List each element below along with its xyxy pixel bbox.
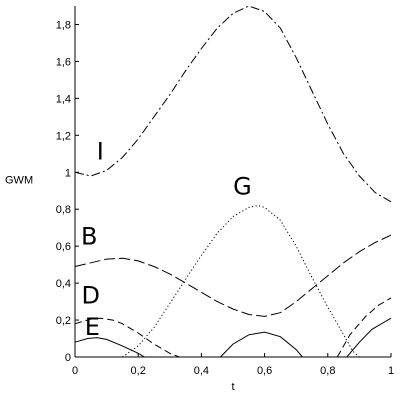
x-ticks: 0 0,2 0,4 0,6 0,8 1 (72, 353, 394, 377)
series-e-label: E (85, 313, 100, 341)
series-b-label: B (81, 222, 97, 250)
x-tick-label: 0,6 (257, 365, 272, 377)
x-tick-label: 0,2 (131, 365, 146, 377)
y-tick-label: 0,6 (56, 241, 71, 253)
series-line (220, 331, 303, 358)
y-tick-label: 1,4 (56, 93, 71, 105)
x-axis-title: t (231, 381, 234, 393)
y-axis-title: GWM (5, 174, 33, 186)
series-b-line (74, 234, 392, 317)
x-tick-label: 0,4 (194, 365, 209, 377)
series-g-line (122, 204, 360, 358)
series-d-line (74, 317, 180, 358)
curves-layer (74, 5, 392, 358)
curve-labels: I G B DE (81, 137, 252, 341)
y-tick-label: 0,4 (56, 278, 71, 290)
series-g-label: G (233, 172, 252, 200)
y-tick-label: 1 (65, 167, 71, 179)
y-tick-label: 0,8 (56, 204, 71, 216)
y-tick-label: 1,6 (56, 56, 71, 68)
y-tick-label: 0,2 (56, 315, 71, 327)
y-tick-label: 1,8 (56, 19, 71, 31)
y-tick-label: 1,2 (56, 130, 71, 142)
y-tick-label: 0 (65, 352, 71, 364)
series-d-label: D (82, 281, 100, 309)
x-tick-label: 0 (72, 365, 78, 377)
x-tick-label: 1 (388, 365, 394, 377)
y-ticks: 0 0,2 0,4 0,6 0,8 1 1,2 1,4 1,6 1,8 (56, 19, 79, 364)
series-i-label: I (97, 137, 104, 165)
x-tick-label: 0,8 (320, 365, 335, 377)
series-line (346, 317, 392, 358)
series-line (336, 297, 392, 358)
